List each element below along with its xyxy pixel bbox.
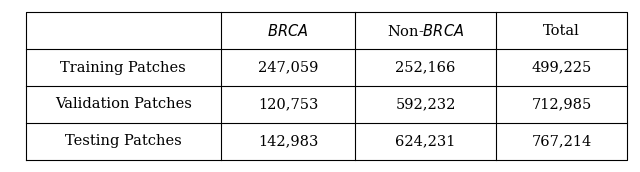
Text: 247,059: 247,059 bbox=[258, 61, 318, 74]
Text: 712,985: 712,985 bbox=[531, 98, 592, 111]
Text: 499,225: 499,225 bbox=[531, 61, 592, 74]
Text: Testing Patches: Testing Patches bbox=[65, 135, 182, 148]
Text: 624,231: 624,231 bbox=[396, 135, 456, 148]
Text: Validation Patches: Validation Patches bbox=[55, 98, 191, 111]
Text: 142,983: 142,983 bbox=[258, 135, 318, 148]
Text: 252,166: 252,166 bbox=[396, 61, 456, 74]
Text: Total: Total bbox=[543, 24, 580, 37]
Text: 767,214: 767,214 bbox=[531, 135, 592, 148]
Text: Non-$\mathit{BRCA}$: Non-$\mathit{BRCA}$ bbox=[387, 23, 464, 39]
Text: 120,753: 120,753 bbox=[258, 98, 318, 111]
Text: $\mathit{BRCA}$: $\mathit{BRCA}$ bbox=[268, 23, 308, 39]
Text: Training Patches: Training Patches bbox=[60, 61, 186, 74]
Text: 592,232: 592,232 bbox=[396, 98, 456, 111]
